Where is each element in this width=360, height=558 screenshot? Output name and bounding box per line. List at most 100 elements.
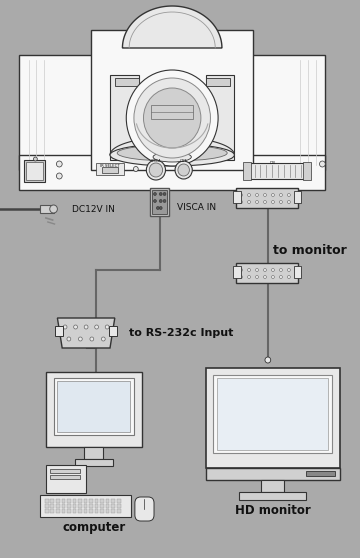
Bar [213, 375, 332, 453]
Bar [243, 162, 251, 180]
Circle shape [279, 200, 282, 204]
Circle shape [153, 193, 156, 195]
Bar [84, 509, 87, 513]
Bar [55, 326, 63, 336]
Bar [84, 447, 103, 459]
Bar [57, 381, 130, 432]
Circle shape [144, 88, 201, 148]
Text: computer: computer [62, 521, 125, 534]
Bar [78, 499, 82, 503]
Bar [78, 509, 82, 513]
Bar [233, 266, 241, 278]
Bar [111, 499, 115, 503]
Circle shape [264, 276, 266, 278]
Circle shape [256, 276, 258, 278]
Circle shape [240, 268, 243, 272]
Bar [244, 163, 306, 179]
Bar [117, 504, 121, 508]
Bar [206, 78, 230, 86]
Circle shape [240, 276, 243, 278]
Bar [106, 499, 109, 503]
Text: OUT: OUT [180, 159, 187, 163]
Circle shape [84, 325, 88, 329]
Ellipse shape [110, 144, 234, 166]
Circle shape [265, 357, 271, 363]
Bar [54, 378, 134, 435]
Bar [206, 468, 339, 480]
Circle shape [159, 193, 162, 195]
Bar [91, 30, 253, 170]
Bar [40, 205, 54, 213]
Bar [106, 509, 109, 513]
Bar [84, 499, 87, 503]
Bar [236, 188, 298, 208]
Text: VISCA IN: VISCA IN [177, 204, 216, 213]
Bar [233, 191, 241, 203]
Text: IR SELECT: IR SELECT [100, 164, 120, 168]
Bar [100, 499, 104, 503]
Bar [26, 162, 43, 180]
Text: to monitor: to monitor [273, 243, 346, 257]
Bar [244, 55, 325, 170]
Circle shape [248, 276, 251, 278]
Bar [46, 465, 86, 493]
Bar [89, 504, 93, 508]
Bar [50, 504, 54, 508]
Circle shape [248, 194, 251, 196]
Circle shape [240, 200, 243, 204]
Bar [75, 459, 113, 466]
Circle shape [178, 164, 189, 176]
Text: to RS-232c Input: to RS-232c Input [129, 328, 234, 338]
Polygon shape [122, 6, 222, 48]
Bar [56, 509, 60, 513]
Polygon shape [110, 137, 234, 155]
Bar [100, 504, 104, 508]
Circle shape [57, 173, 62, 179]
Circle shape [264, 268, 266, 272]
Bar [24, 160, 45, 182]
Bar [84, 504, 87, 508]
Bar [294, 191, 301, 203]
Bar [294, 266, 301, 278]
Text: DC12V IN: DC12V IN [72, 205, 114, 214]
Circle shape [271, 268, 274, 272]
Bar [73, 499, 76, 503]
Circle shape [248, 268, 251, 272]
Bar [110, 75, 139, 160]
Circle shape [33, 157, 37, 161]
Circle shape [271, 276, 274, 278]
Circle shape [287, 194, 290, 196]
Circle shape [287, 268, 290, 272]
Circle shape [74, 325, 77, 329]
Circle shape [256, 200, 258, 204]
Bar [95, 509, 98, 513]
Bar [217, 378, 328, 450]
Circle shape [147, 160, 166, 180]
Bar [50, 475, 80, 479]
Circle shape [153, 200, 156, 203]
Bar [67, 499, 71, 503]
Bar [239, 492, 306, 500]
Ellipse shape [153, 152, 191, 162]
Bar [96, 163, 124, 175]
Text: VISCA: VISCA [151, 159, 161, 163]
Bar [261, 480, 284, 492]
Circle shape [95, 325, 99, 329]
Circle shape [90, 337, 94, 341]
Circle shape [287, 200, 290, 204]
Circle shape [279, 268, 282, 272]
Circle shape [271, 194, 274, 196]
Ellipse shape [117, 145, 227, 161]
Circle shape [240, 194, 243, 196]
Circle shape [67, 337, 71, 341]
Bar [303, 162, 311, 180]
Bar [206, 368, 339, 468]
Bar [45, 499, 49, 503]
Circle shape [256, 194, 258, 196]
Circle shape [279, 276, 282, 278]
Circle shape [105, 325, 109, 329]
Bar [150, 188, 169, 216]
Bar [73, 509, 76, 513]
Bar [102, 167, 118, 173]
Bar [151, 105, 193, 119]
